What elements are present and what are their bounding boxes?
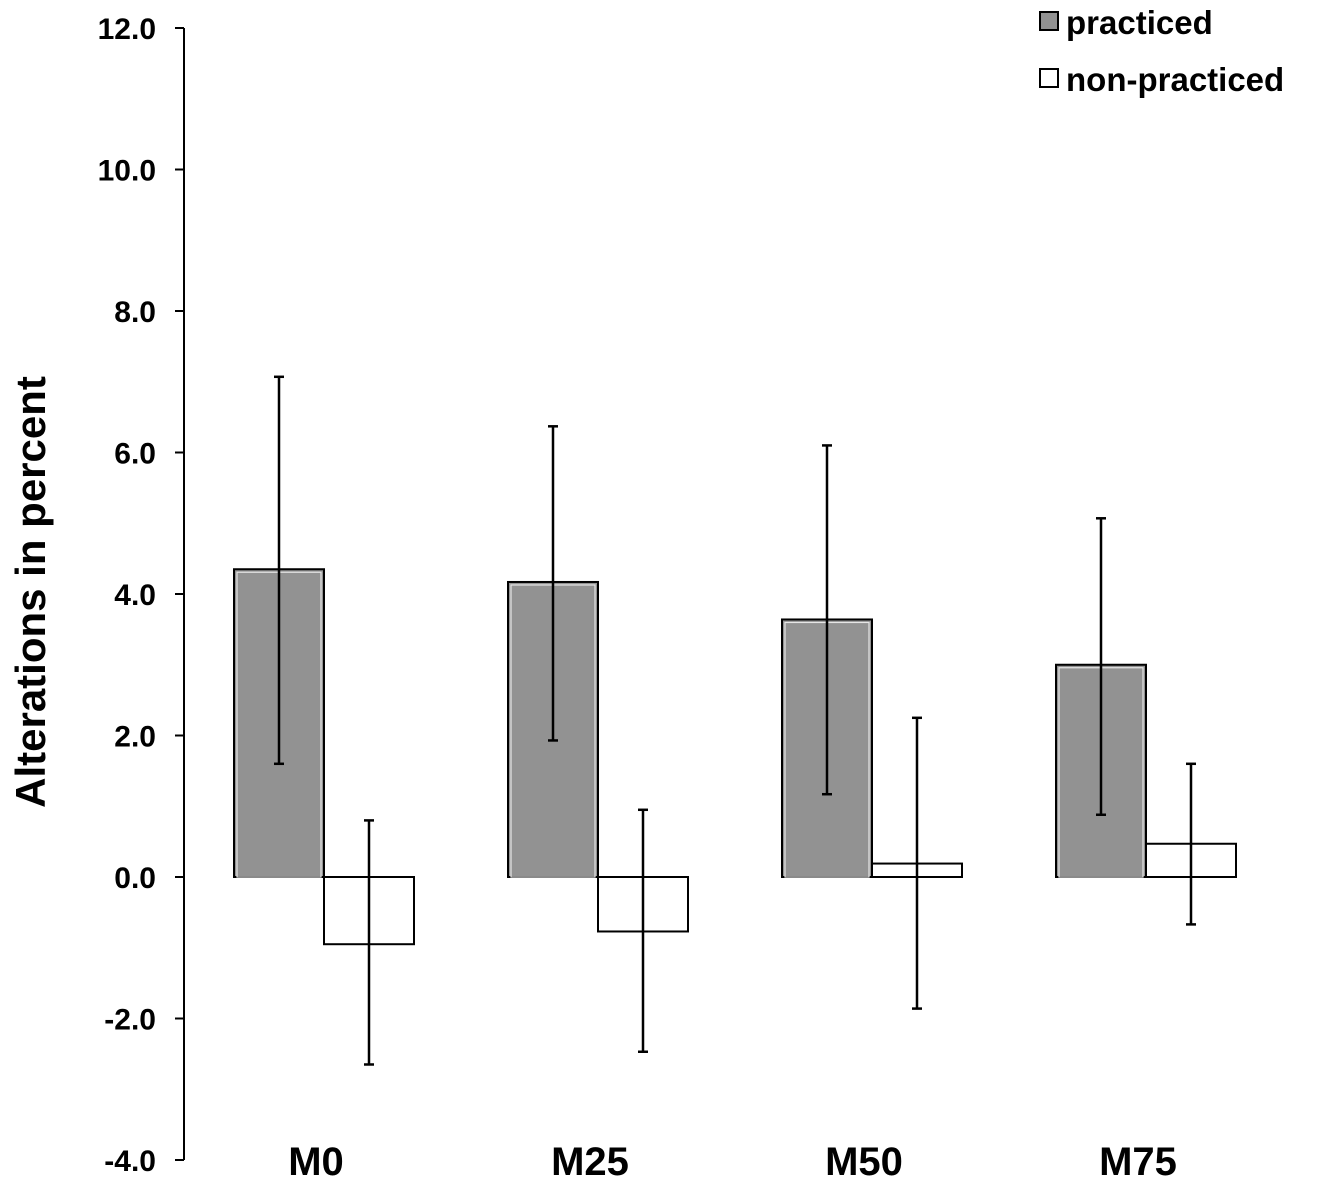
bars bbox=[233, 568, 1237, 946]
y-tick-label: 10.0 bbox=[98, 155, 156, 188]
x-category-label: M50 bbox=[825, 1140, 903, 1184]
y-tick-label: -2.0 bbox=[104, 1004, 156, 1037]
error-bars bbox=[274, 375, 1196, 1066]
legend-label-practiced: practiced bbox=[1066, 4, 1213, 41]
y-tick-label: 0.0 bbox=[114, 862, 156, 895]
y-tick-label: -4.0 bbox=[104, 1145, 156, 1178]
x-category-label: M25 bbox=[551, 1140, 629, 1184]
legend: practiced non-practiced bbox=[1039, 4, 1284, 98]
y-tick-label: 4.0 bbox=[114, 579, 156, 612]
y-axis-title: Alterations in percent bbox=[7, 376, 54, 808]
y-axis: 12.0 10.0 8.0 6.0 4.0 2.0 0.0 -2.0 -4.0 bbox=[98, 13, 185, 1178]
y-tick-label: 2.0 bbox=[114, 721, 156, 754]
y-tick-label: 6.0 bbox=[114, 438, 156, 471]
legend-swatch-practiced bbox=[1039, 11, 1059, 31]
x-axis-labels: M0 M25 M50 M75 bbox=[288, 1140, 1177, 1184]
x-category-label: M0 bbox=[288, 1140, 344, 1184]
y-tick-label: 8.0 bbox=[114, 296, 156, 329]
x-category-label: M75 bbox=[1099, 1140, 1177, 1184]
y-tick-label: 12.0 bbox=[98, 13, 156, 46]
legend-swatch-non-practiced bbox=[1039, 68, 1059, 88]
legend-label-non-practiced: non-practiced bbox=[1066, 61, 1284, 98]
